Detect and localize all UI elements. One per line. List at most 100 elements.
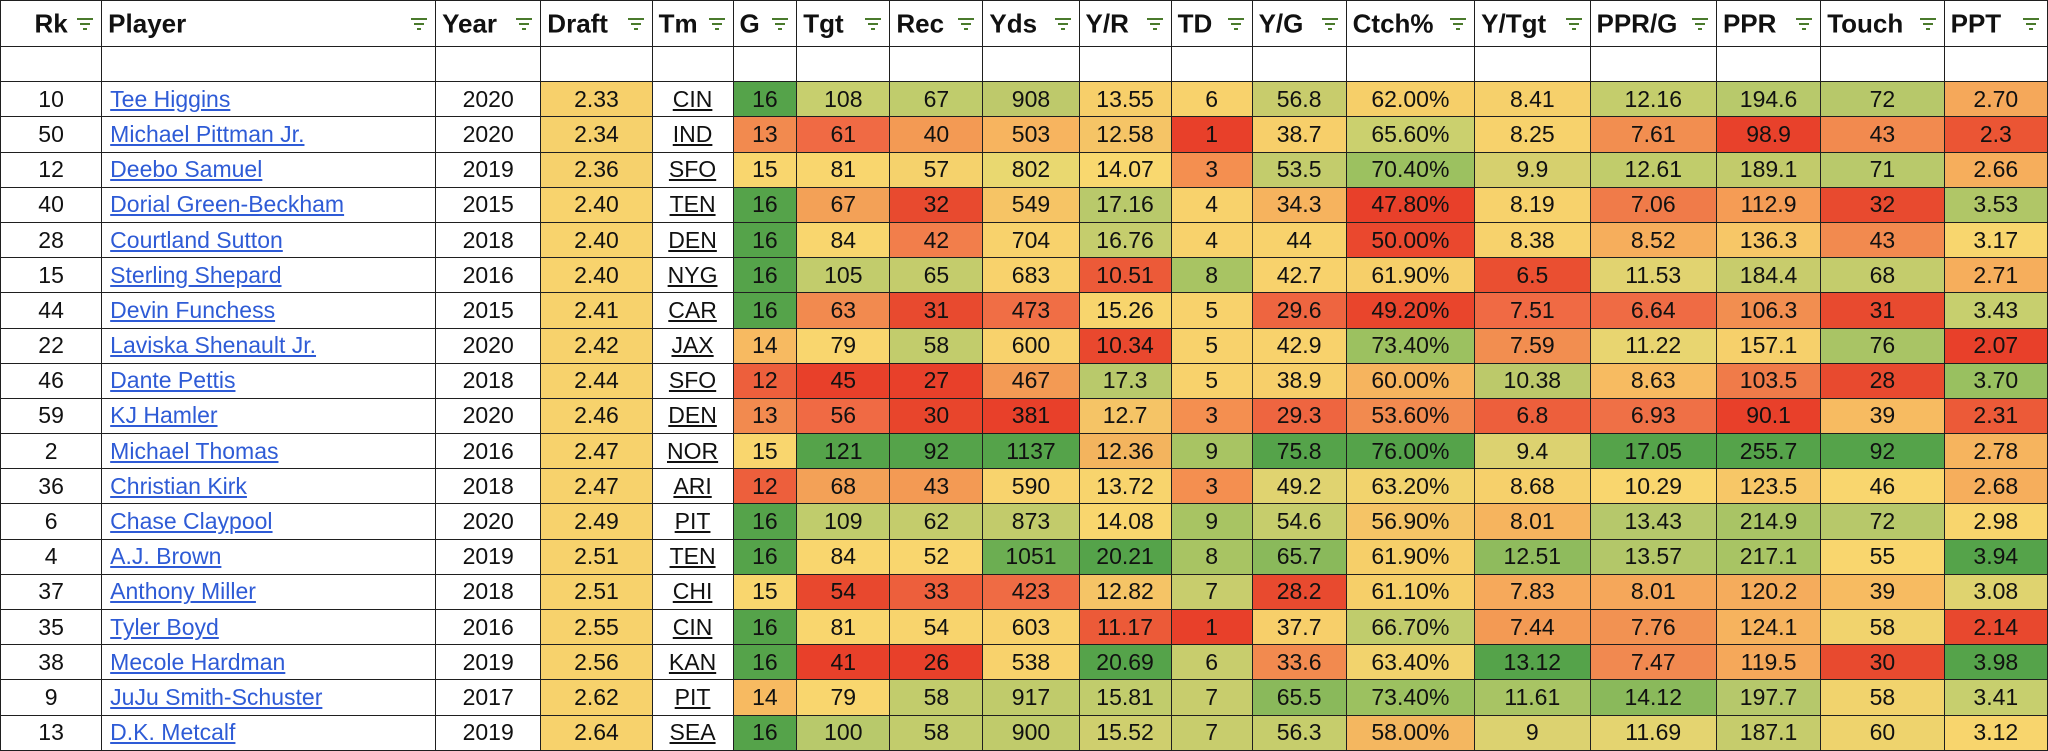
team-link[interactable]: SFO: [668, 367, 717, 394]
filter-icon[interactable]: [1448, 15, 1468, 33]
player-link[interactable]: Dorial Green-Beckham: [110, 191, 345, 218]
cell-tm: SEA: [651, 714, 734, 751]
cell-tm: TEN: [651, 538, 734, 575]
team-link[interactable]: CIN: [672, 613, 713, 640]
player-link[interactable]: Chase Claypool: [110, 508, 273, 535]
column-header-label: Rec: [896, 8, 945, 39]
team-link[interactable]: NOR: [667, 437, 719, 464]
filter-icon[interactable]: [409, 15, 429, 33]
cell-tgt: 81: [796, 151, 891, 188]
column-header-year[interactable]: Year: [435, 0, 542, 47]
team-link[interactable]: JAX: [671, 332, 714, 359]
player-link[interactable]: D.K. Metcalf: [110, 719, 236, 746]
team-link[interactable]: CAR: [668, 296, 717, 323]
cell-yr: 16.76: [1078, 221, 1172, 259]
team-link[interactable]: PIT: [674, 508, 711, 535]
column-header-pprg[interactable]: PPR/G: [1589, 0, 1717, 47]
team-link[interactable]: KAN: [668, 648, 717, 675]
cell-yds: 802: [982, 151, 1080, 188]
column-header-touch[interactable]: Touch: [1820, 0, 1945, 47]
filter-icon[interactable]: [1320, 15, 1340, 33]
column-header-yr[interactable]: Y/R: [1078, 0, 1172, 47]
filter-icon[interactable]: [863, 15, 883, 33]
cell-yr: 13.55: [1078, 81, 1172, 118]
filter-icon[interactable]: [1053, 15, 1073, 33]
cell-year: 2017: [435, 679, 542, 716]
team-link[interactable]: PIT: [674, 683, 711, 710]
cell-yr: 12.82: [1078, 573, 1172, 611]
cell-rk: 13: [0, 714, 103, 751]
team-link[interactable]: DEN: [668, 402, 717, 429]
filter-icon[interactable]: [2021, 15, 2041, 33]
player-link[interactable]: Christian Kirk: [110, 472, 247, 499]
filter-icon[interactable]: [770, 15, 790, 33]
cell-player: Courtland Sutton: [101, 221, 437, 259]
cell-player: KJ Hamler: [101, 397, 437, 435]
column-header-tgt[interactable]: Tgt: [796, 0, 891, 47]
column-header-label: Tgt: [803, 8, 844, 39]
column-header-td[interactable]: TD: [1170, 0, 1253, 47]
cell-ppr: 255.7: [1715, 433, 1822, 470]
team-link[interactable]: IND: [672, 120, 713, 147]
team-link[interactable]: DEN: [668, 226, 717, 253]
player-link[interactable]: Courtland Sutton: [110, 226, 283, 253]
team-link[interactable]: CHI: [672, 578, 713, 605]
column-header-ctch[interactable]: Ctch%: [1345, 0, 1476, 47]
column-header-rec[interactable]: Rec: [889, 0, 984, 47]
column-header-yds[interactable]: Yds: [982, 0, 1080, 47]
column-header-rk[interactable]: Rk: [0, 0, 103, 47]
filter-icon[interactable]: [626, 15, 646, 33]
player-link[interactable]: Mecole Hardman: [110, 648, 286, 675]
player-link[interactable]: Devin Funchess: [110, 296, 276, 323]
column-header-tm[interactable]: Tm: [651, 0, 734, 47]
cell-pprg: 14.12: [1589, 679, 1717, 716]
filter-icon[interactable]: [1145, 15, 1165, 33]
team-link[interactable]: TEN: [669, 191, 716, 218]
filter-icon[interactable]: [1918, 15, 1938, 33]
player-link[interactable]: JuJu Smith-Schuster: [110, 683, 323, 710]
cell-ctch: 61.90%: [1345, 257, 1476, 294]
player-link[interactable]: Michael Pittman Jr.: [110, 120, 305, 147]
cell-g: 15: [732, 573, 798, 611]
player-link[interactable]: Tee Higgins: [110, 85, 231, 112]
team-link[interactable]: SEA: [669, 719, 716, 746]
filter-icon[interactable]: [707, 15, 727, 33]
filter-icon[interactable]: [1690, 15, 1710, 33]
column-header-draft[interactable]: Draft: [540, 0, 653, 47]
column-header-ytgt[interactable]: Y/Tgt: [1474, 0, 1591, 47]
cell-g: 15: [732, 151, 798, 188]
player-link[interactable]: A.J. Brown: [110, 543, 222, 570]
column-header-ppt[interactable]: PPT: [1943, 0, 2048, 47]
cell-rk: 35: [0, 608, 103, 646]
cell-ctch: 66.70%: [1345, 608, 1476, 646]
player-link[interactable]: Laviska Shenault Jr.: [110, 332, 317, 359]
filter-icon[interactable]: [75, 15, 95, 33]
cell-tm: TEN: [651, 186, 734, 223]
player-link[interactable]: Deebo Samuel: [110, 156, 263, 183]
column-header-player[interactable]: Player: [101, 0, 437, 47]
player-link[interactable]: Anthony Miller: [110, 578, 256, 605]
team-link[interactable]: SFO: [668, 156, 717, 183]
filter-icon[interactable]: [1226, 15, 1246, 33]
cell-year: 2018: [435, 468, 542, 505]
cell-rec: 58: [889, 327, 984, 364]
team-link[interactable]: TEN: [669, 543, 716, 570]
cell-year: 2020: [435, 81, 542, 118]
filter-icon[interactable]: [514, 15, 534, 33]
player-link[interactable]: KJ Hamler: [110, 402, 218, 429]
cell-yg: 53.5: [1251, 151, 1347, 188]
team-link[interactable]: ARI: [673, 472, 712, 499]
team-link[interactable]: CIN: [672, 85, 713, 112]
player-link[interactable]: Dante Pettis: [110, 367, 236, 394]
player-link[interactable]: Sterling Shepard: [110, 261, 282, 288]
team-link[interactable]: NYG: [667, 261, 718, 288]
filter-icon[interactable]: [1794, 15, 1814, 33]
player-link[interactable]: Michael Thomas: [110, 437, 279, 464]
column-header-yg[interactable]: Y/G: [1251, 0, 1347, 47]
column-header-ppr[interactable]: PPR: [1715, 0, 1822, 47]
column-header-label: Yds: [989, 8, 1038, 39]
column-header-g[interactable]: G: [732, 0, 798, 47]
player-link[interactable]: Tyler Boyd: [110, 613, 219, 640]
filter-icon[interactable]: [956, 15, 976, 33]
filter-icon[interactable]: [1564, 15, 1584, 33]
